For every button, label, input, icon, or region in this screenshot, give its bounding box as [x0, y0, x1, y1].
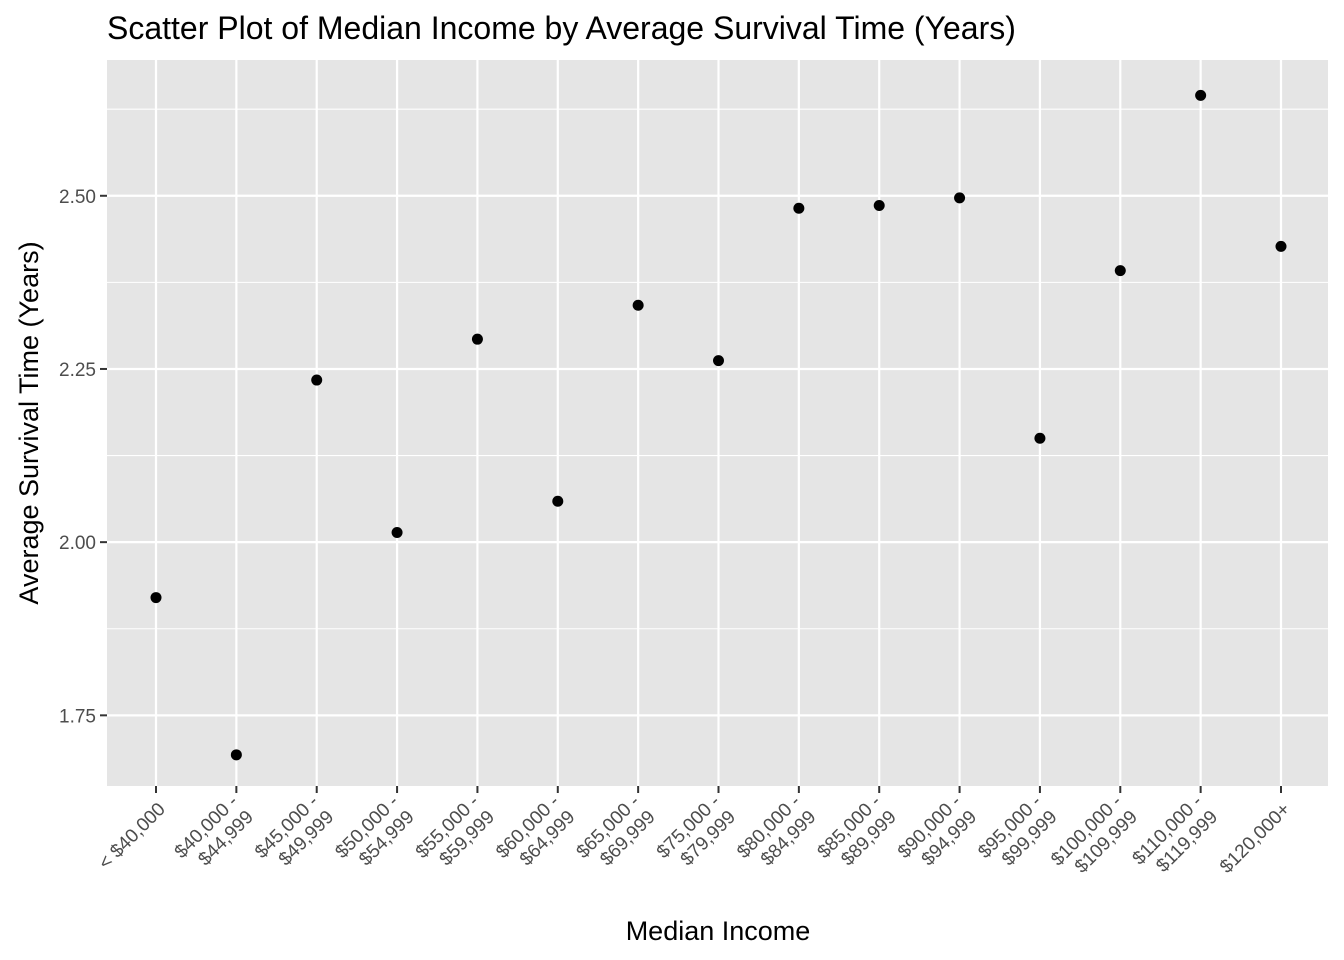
data-point [873, 199, 885, 211]
data-point [230, 749, 242, 761]
data-point [1275, 240, 1287, 252]
x-tick-label: $80,000 -$84,999 [733, 791, 820, 878]
x-tick-label: $100,000 -$109,999 [1047, 791, 1142, 886]
data-point [1195, 89, 1207, 101]
data-point [552, 495, 564, 507]
data-point [391, 526, 403, 538]
y-tick-label: 1.75 [59, 706, 96, 727]
x-axis-title: Median Income [626, 916, 811, 946]
y-tick-label: 2.00 [59, 533, 96, 554]
data-point [632, 299, 644, 311]
y-tick-label: 2.25 [59, 360, 96, 381]
y-axis-title: Average Survival Time (Years) [14, 241, 44, 604]
data-point [1114, 265, 1126, 277]
x-axis: < $40,000 $40,000 -$44,999$45,000 -$49,99… [95, 786, 1295, 886]
data-point [713, 355, 724, 367]
data-point [150, 592, 162, 604]
data-point [471, 333, 483, 345]
x-tick-label: $95,000 -$99,999 [974, 791, 1061, 878]
x-tick-label: < $40,000 [95, 799, 170, 874]
x-tick-label: $85,000 -$89,999 [814, 791, 901, 878]
x-tick-label: $40,000 -$44,999 [171, 791, 258, 878]
y-axis: 1.75 2.00 2.25 2.50 [59, 187, 107, 727]
data-point [311, 374, 323, 386]
x-tick-label: $90,000 -$94,999 [894, 791, 981, 878]
data-point [793, 202, 805, 214]
data-point [954, 192, 966, 204]
x-tick-label: $65,000 -$69,999 [573, 791, 660, 878]
data-points [150, 89, 1287, 761]
x-tick-label: $120,000+ [1216, 799, 1295, 878]
x-tick-label: $55,000 -$59,999 [412, 791, 499, 878]
x-tick-label: $110,000 -$119,999 [1129, 791, 1223, 885]
x-tick-label: $50,000 -$54,999 [331, 791, 418, 878]
chart-title: Scatter Plot of Median Income by Average… [107, 10, 1016, 46]
x-tick-label: $75,000 -$79,999 [653, 791, 740, 878]
x-tick-label: $60,000 -$64,999 [492, 791, 579, 878]
data-point [1034, 432, 1046, 444]
x-tick-label: $45,000 -$49,999 [251, 791, 338, 878]
y-tick-label: 2.50 [59, 187, 96, 208]
major-gridlines [107, 60, 1328, 786]
